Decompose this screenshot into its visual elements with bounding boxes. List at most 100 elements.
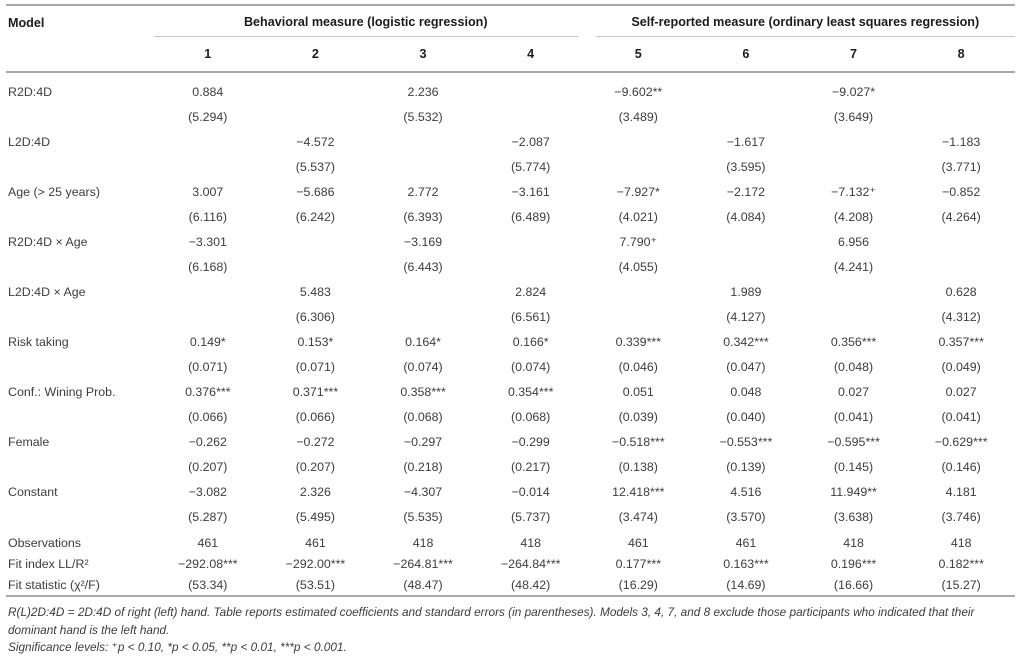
coefficient-cell: 461 xyxy=(305,535,326,550)
coefficient-cell: 0.153* xyxy=(297,334,334,349)
model-column-header: Model xyxy=(6,5,154,73)
standard-error-cell xyxy=(477,254,585,279)
standard-error-cell: (5.537) xyxy=(295,159,336,174)
standard-error-cell: (0.138) xyxy=(618,459,658,474)
coefficient-cell xyxy=(692,229,800,254)
standard-error-cell: (0.041) xyxy=(941,409,981,424)
group-header-self-reported: Self-reported measure (ordinary least sq… xyxy=(585,5,1015,37)
coefficient-cell: 0.177*** xyxy=(615,556,662,571)
standard-error-cell: (0.146) xyxy=(941,459,981,474)
standard-error-cell: (0.074) xyxy=(403,359,443,374)
standard-error-cell: (6.116) xyxy=(188,209,227,224)
standard-error-cell: (0.218) xyxy=(403,459,443,474)
standard-error-cell: (6.561) xyxy=(511,309,551,324)
table-row-se: (0.071) (0.071) (0.074) (0.074) (0.046) (0.04… xyxy=(6,354,1015,379)
standard-error-cell: (5.535) xyxy=(403,509,443,524)
standard-error-cell: (0.049) xyxy=(941,359,981,374)
coefficient-cell: 0.166* xyxy=(512,334,549,349)
table-row: Observations 461 461 418 418 461 461 418 418 xyxy=(6,529,1015,553)
coefficient-cell: −9.027* xyxy=(832,84,876,99)
row-label: Age (> 25 years) xyxy=(8,184,100,199)
coefficient-cell: (15.27) xyxy=(941,577,981,592)
standard-error-cell: (5.294) xyxy=(188,109,228,124)
coefficient-cell xyxy=(907,72,1015,104)
group-label-self-reported: Self-reported measure (ordinary least sq… xyxy=(595,15,1015,37)
group-header-row: Model Behavioral measure (logistic regre… xyxy=(6,5,1015,73)
row-label-empty xyxy=(6,254,154,279)
coefficient-cell: (16.66) xyxy=(833,577,874,592)
coefficient-cell: −0.852 xyxy=(942,184,981,199)
coefficient-cell: 0.884 xyxy=(192,84,224,99)
standard-error-cell: (3.474) xyxy=(618,509,658,524)
coefficient-cell: 0.051 xyxy=(622,384,654,399)
standard-error-cell: (0.066) xyxy=(295,409,336,424)
coefficient-cell: 0.357*** xyxy=(938,334,984,349)
coefficient-cell: 0.376*** xyxy=(185,384,231,399)
coefficient-cell xyxy=(262,229,370,254)
coefficient-cell xyxy=(800,129,908,154)
standard-error-cell: (6.443) xyxy=(403,259,443,274)
table-row-se: (0.207) (0.207) (0.218) (0.217) (0.138) (0.13… xyxy=(6,454,1015,479)
coefficient-cell: 12.418*** xyxy=(612,484,665,499)
coefficient-cell: (16.29) xyxy=(618,577,658,592)
table-row-se: (6.116) (6.242) (6.393) (6.489) (4.021) (4.08… xyxy=(6,204,1015,229)
standard-error-cell: (0.139) xyxy=(726,459,766,474)
coefficient-cell: 0.356*** xyxy=(830,334,877,349)
row-label: Fit index LL/R² xyxy=(8,556,89,571)
standard-error-cell: (5.495) xyxy=(295,509,336,524)
standard-error-cell: (3.638) xyxy=(833,509,874,524)
coefficient-cell: (53.34) xyxy=(188,577,228,592)
table-row: R2D:4D × Age −3.301 −3.169 7.790⁺ 6.956 xyxy=(6,229,1015,254)
row-label: Observations xyxy=(8,535,82,550)
table-row: Fit index LL/R² −292.08*** −292.00*** −264.… xyxy=(6,553,1015,574)
coefficient-cell xyxy=(800,279,908,304)
coefficient-cell: −3.169 xyxy=(403,234,443,249)
table-row: Risk taking 0.149* 0.153* 0.164* 0.166* 0.339… xyxy=(6,329,1015,354)
coefficient-cell: −0.518*** xyxy=(611,434,665,449)
standard-error-cell: (0.040) xyxy=(726,409,766,424)
coefficient-cell: −4.572 xyxy=(296,134,335,149)
coefficient-cell: 0.196*** xyxy=(830,556,877,571)
standard-error-cell: (0.071) xyxy=(295,359,336,374)
coefficient-cell: 461 xyxy=(197,535,219,550)
standard-error-cell xyxy=(692,104,800,129)
table-row: L2D:4D × Age 5.483 2.824 1.989 0.628 xyxy=(6,279,1015,304)
standard-error-cell xyxy=(262,254,370,279)
coefficient-cell: 0.149* xyxy=(189,334,226,349)
standard-error-cell: (0.068) xyxy=(403,409,443,424)
table-row: Fit statistic (χ²/F) (53.34) (53.51) (48.47… xyxy=(6,574,1015,596)
coefficient-cell: 0.339*** xyxy=(615,334,662,349)
row-label-empty xyxy=(6,454,154,479)
footnote-description: R(L)2D:4D = 2D:4D of right (left) hand. … xyxy=(8,605,975,637)
coefficient-cell: −292.00*** xyxy=(285,556,346,571)
coefficient-cell xyxy=(154,129,262,154)
coefficient-cell: −2.172 xyxy=(726,184,766,199)
standard-error-cell: (5.532) xyxy=(403,109,443,124)
standard-error-cell: (0.046) xyxy=(618,359,658,374)
coefficient-cell: −1.617 xyxy=(726,134,766,149)
table-header: Model Behavioral measure (logistic regre… xyxy=(6,5,1015,73)
standard-error-cell: (5.737) xyxy=(511,509,551,524)
model-number-4: 4 xyxy=(476,37,585,73)
coefficient-cell: (14.69) xyxy=(726,577,766,592)
coefficient-cell: −7.132⁺ xyxy=(831,185,876,199)
coefficient-cell: 418 xyxy=(520,535,542,550)
coefficient-cell xyxy=(585,279,693,304)
standard-error-cell: (0.039) xyxy=(618,409,658,424)
coefficient-cell xyxy=(262,72,370,104)
coefficient-cell: 2.236 xyxy=(407,84,439,99)
coefficient-cell: 0.358*** xyxy=(400,384,446,399)
group-label-behavioral: Behavioral measure (logistic regression) xyxy=(154,15,578,37)
coefficient-cell: 2.824 xyxy=(515,284,547,299)
coefficient-cell: −0.014 xyxy=(511,484,550,499)
coefficient-cell: −0.297 xyxy=(403,434,443,449)
coefficient-cell: 0.628 xyxy=(945,284,977,299)
standard-error-cell: (5.287) xyxy=(188,509,228,524)
coefficient-cell xyxy=(477,72,585,104)
row-label: Female xyxy=(8,434,50,449)
standard-error-cell: (4.055) xyxy=(618,259,658,274)
coefficient-cell: 6.956 xyxy=(838,234,870,249)
standard-error-cell: (0.071) xyxy=(188,359,228,374)
coefficient-cell: −7.927* xyxy=(616,184,660,199)
